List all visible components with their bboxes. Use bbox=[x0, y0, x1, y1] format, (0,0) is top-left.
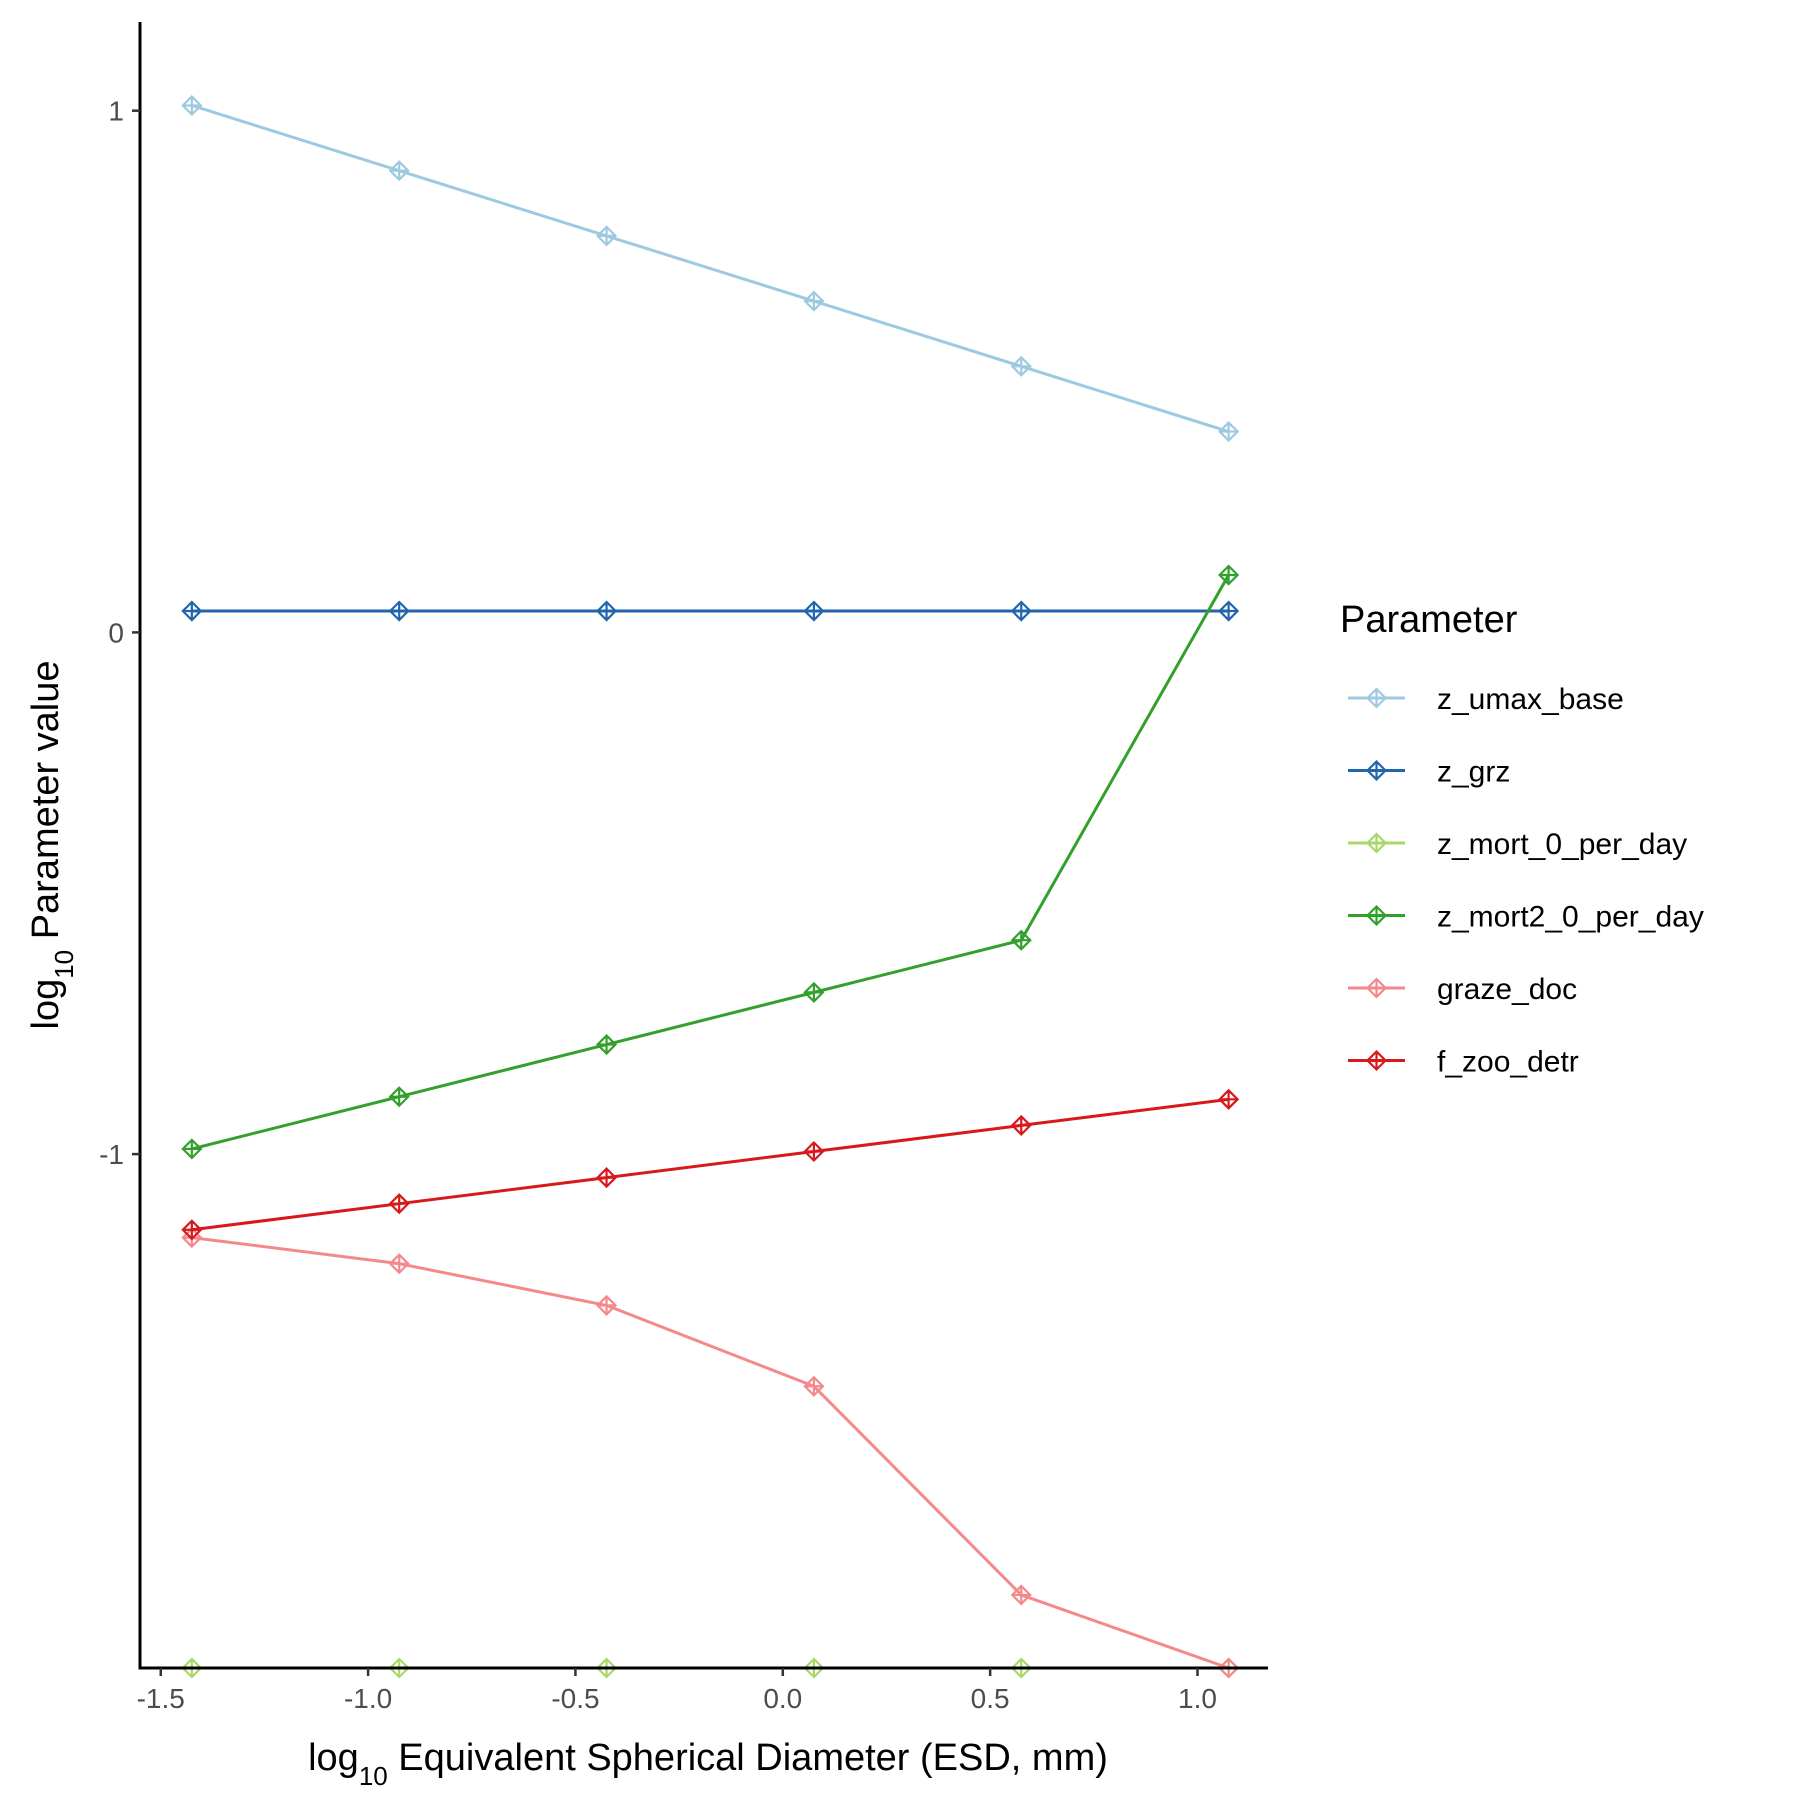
data-point-z-grz-2 bbox=[595, 600, 618, 622]
x-tick-label: -0.5 bbox=[551, 1683, 599, 1714]
y-tick-label: 1 bbox=[108, 96, 124, 127]
legend-item-z-mort2-0-per-day: z_mort2_0_per_day bbox=[1348, 901, 1704, 934]
data-point-z-mort2-0-per-day-0 bbox=[181, 1138, 203, 1160]
data-point-z-umax-base-0 bbox=[181, 94, 203, 117]
y-tick-label: 0 bbox=[108, 617, 124, 648]
series-z-grz bbox=[181, 600, 1240, 622]
legend-key-marker bbox=[1365, 1049, 1388, 1072]
data-point-f-zoo-detr-3 bbox=[803, 1140, 825, 1163]
data-point-f-zoo-detr-4 bbox=[1010, 1114, 1032, 1136]
data-point-z-mort2-0-per-day-2 bbox=[595, 1033, 618, 1056]
legend-item-f-zoo-detr: f_zoo_detr bbox=[1348, 1046, 1579, 1079]
data-point-f-zoo-detr-0 bbox=[181, 1219, 203, 1241]
data-point-z-mort2-0-per-day-1 bbox=[388, 1086, 410, 1108]
data-point-z-umax-base-3 bbox=[803, 290, 825, 312]
data-point-z-mort2-0-per-day-4 bbox=[1010, 929, 1032, 951]
data-point-z-grz-4 bbox=[1010, 600, 1032, 622]
data-point-graze-doc-2 bbox=[595, 1294, 618, 1316]
x-tick-label: -1.5 bbox=[137, 1683, 185, 1714]
legend-label: f_zoo_detr bbox=[1437, 1046, 1579, 1079]
plot-area bbox=[181, 94, 1240, 1679]
axes bbox=[138, 22, 1268, 1670]
data-point-z-grz-1 bbox=[388, 600, 410, 622]
data-point-z-grz-5 bbox=[1218, 600, 1240, 622]
data-point-f-zoo-detr-2 bbox=[595, 1167, 618, 1189]
legend-label: z_umax_base bbox=[1437, 683, 1624, 716]
data-point-z-mort2-0-per-day-5 bbox=[1218, 564, 1240, 586]
legend: Parameter z_umax_base z_grz z_mort_0_per_d… bbox=[1340, 599, 1704, 1079]
data-point-f-zoo-detr-1 bbox=[388, 1193, 410, 1215]
legend-label: graze_doc bbox=[1437, 973, 1577, 1006]
y-axis-ticks: 1 0 -1 bbox=[99, 96, 140, 1170]
data-point-z-grz-3 bbox=[803, 600, 825, 622]
legend-item-z-grz: z_grz bbox=[1348, 756, 1510, 789]
data-point-graze-doc-3 bbox=[803, 1375, 825, 1397]
legend-key-marker bbox=[1365, 904, 1388, 927]
data-point-f-zoo-detr-5 bbox=[1218, 1088, 1240, 1110]
x-tick-label: 1.0 bbox=[1178, 1683, 1217, 1714]
data-point-z-umax-base-4 bbox=[1010, 355, 1032, 377]
data-point-z-grz-0 bbox=[181, 600, 203, 622]
series-z-umax-base bbox=[181, 94, 1240, 443]
legend-label: z_mort2_0_per_day bbox=[1437, 901, 1704, 934]
legend-label: z_mort_0_per_day bbox=[1437, 828, 1687, 861]
series-line-z-umax-base bbox=[191, 104, 1230, 433]
series-line-z-mort2-0-per-day bbox=[191, 574, 1230, 1151]
data-point-graze-doc-1 bbox=[388, 1253, 410, 1275]
data-point-graze-doc-4 bbox=[1010, 1584, 1032, 1606]
x-axis-title: log10 Equivalent Spherical Diameter (ESD… bbox=[308, 1737, 1108, 1791]
x-tick-label: -1.0 bbox=[344, 1683, 392, 1714]
legend-key-marker bbox=[1365, 687, 1388, 709]
data-point-z-umax-base-2 bbox=[595, 225, 618, 247]
legend-item-z-umax-base: z_umax_base bbox=[1348, 683, 1624, 716]
y-tick-label: -1 bbox=[99, 1139, 124, 1170]
series-line-f-zoo-detr bbox=[191, 1097, 1229, 1232]
legend-key-marker bbox=[1365, 832, 1388, 854]
legend-key-marker bbox=[1365, 977, 1388, 999]
legend-key-marker bbox=[1365, 759, 1388, 782]
x-tick-label: 0.0 bbox=[763, 1683, 802, 1714]
data-point-z-mort2-0-per-day-3 bbox=[803, 981, 825, 1003]
series-f-zoo-detr bbox=[181, 1088, 1240, 1241]
series-z-mort2-0-per-day bbox=[181, 564, 1240, 1160]
series-graze-doc bbox=[181, 1227, 1240, 1679]
data-point-z-umax-base-1 bbox=[388, 160, 410, 182]
data-point-z-umax-base-5 bbox=[1218, 420, 1240, 443]
x-tick-label: 0.5 bbox=[971, 1683, 1010, 1714]
series-line-graze-doc bbox=[191, 1236, 1230, 1670]
legend-item-graze-doc: graze_doc bbox=[1348, 973, 1577, 1006]
y-axis-title: log10 Parameter value bbox=[25, 660, 79, 1029]
legend-title: Parameter bbox=[1340, 599, 1518, 641]
legend-item-z-mort-0-per-day: z_mort_0_per_day bbox=[1348, 828, 1687, 861]
legend-label: z_grz bbox=[1437, 756, 1510, 789]
x-axis-ticks: -1.5 -1.0 -0.5 0.0 0.5 1.0 bbox=[137, 1668, 1217, 1714]
